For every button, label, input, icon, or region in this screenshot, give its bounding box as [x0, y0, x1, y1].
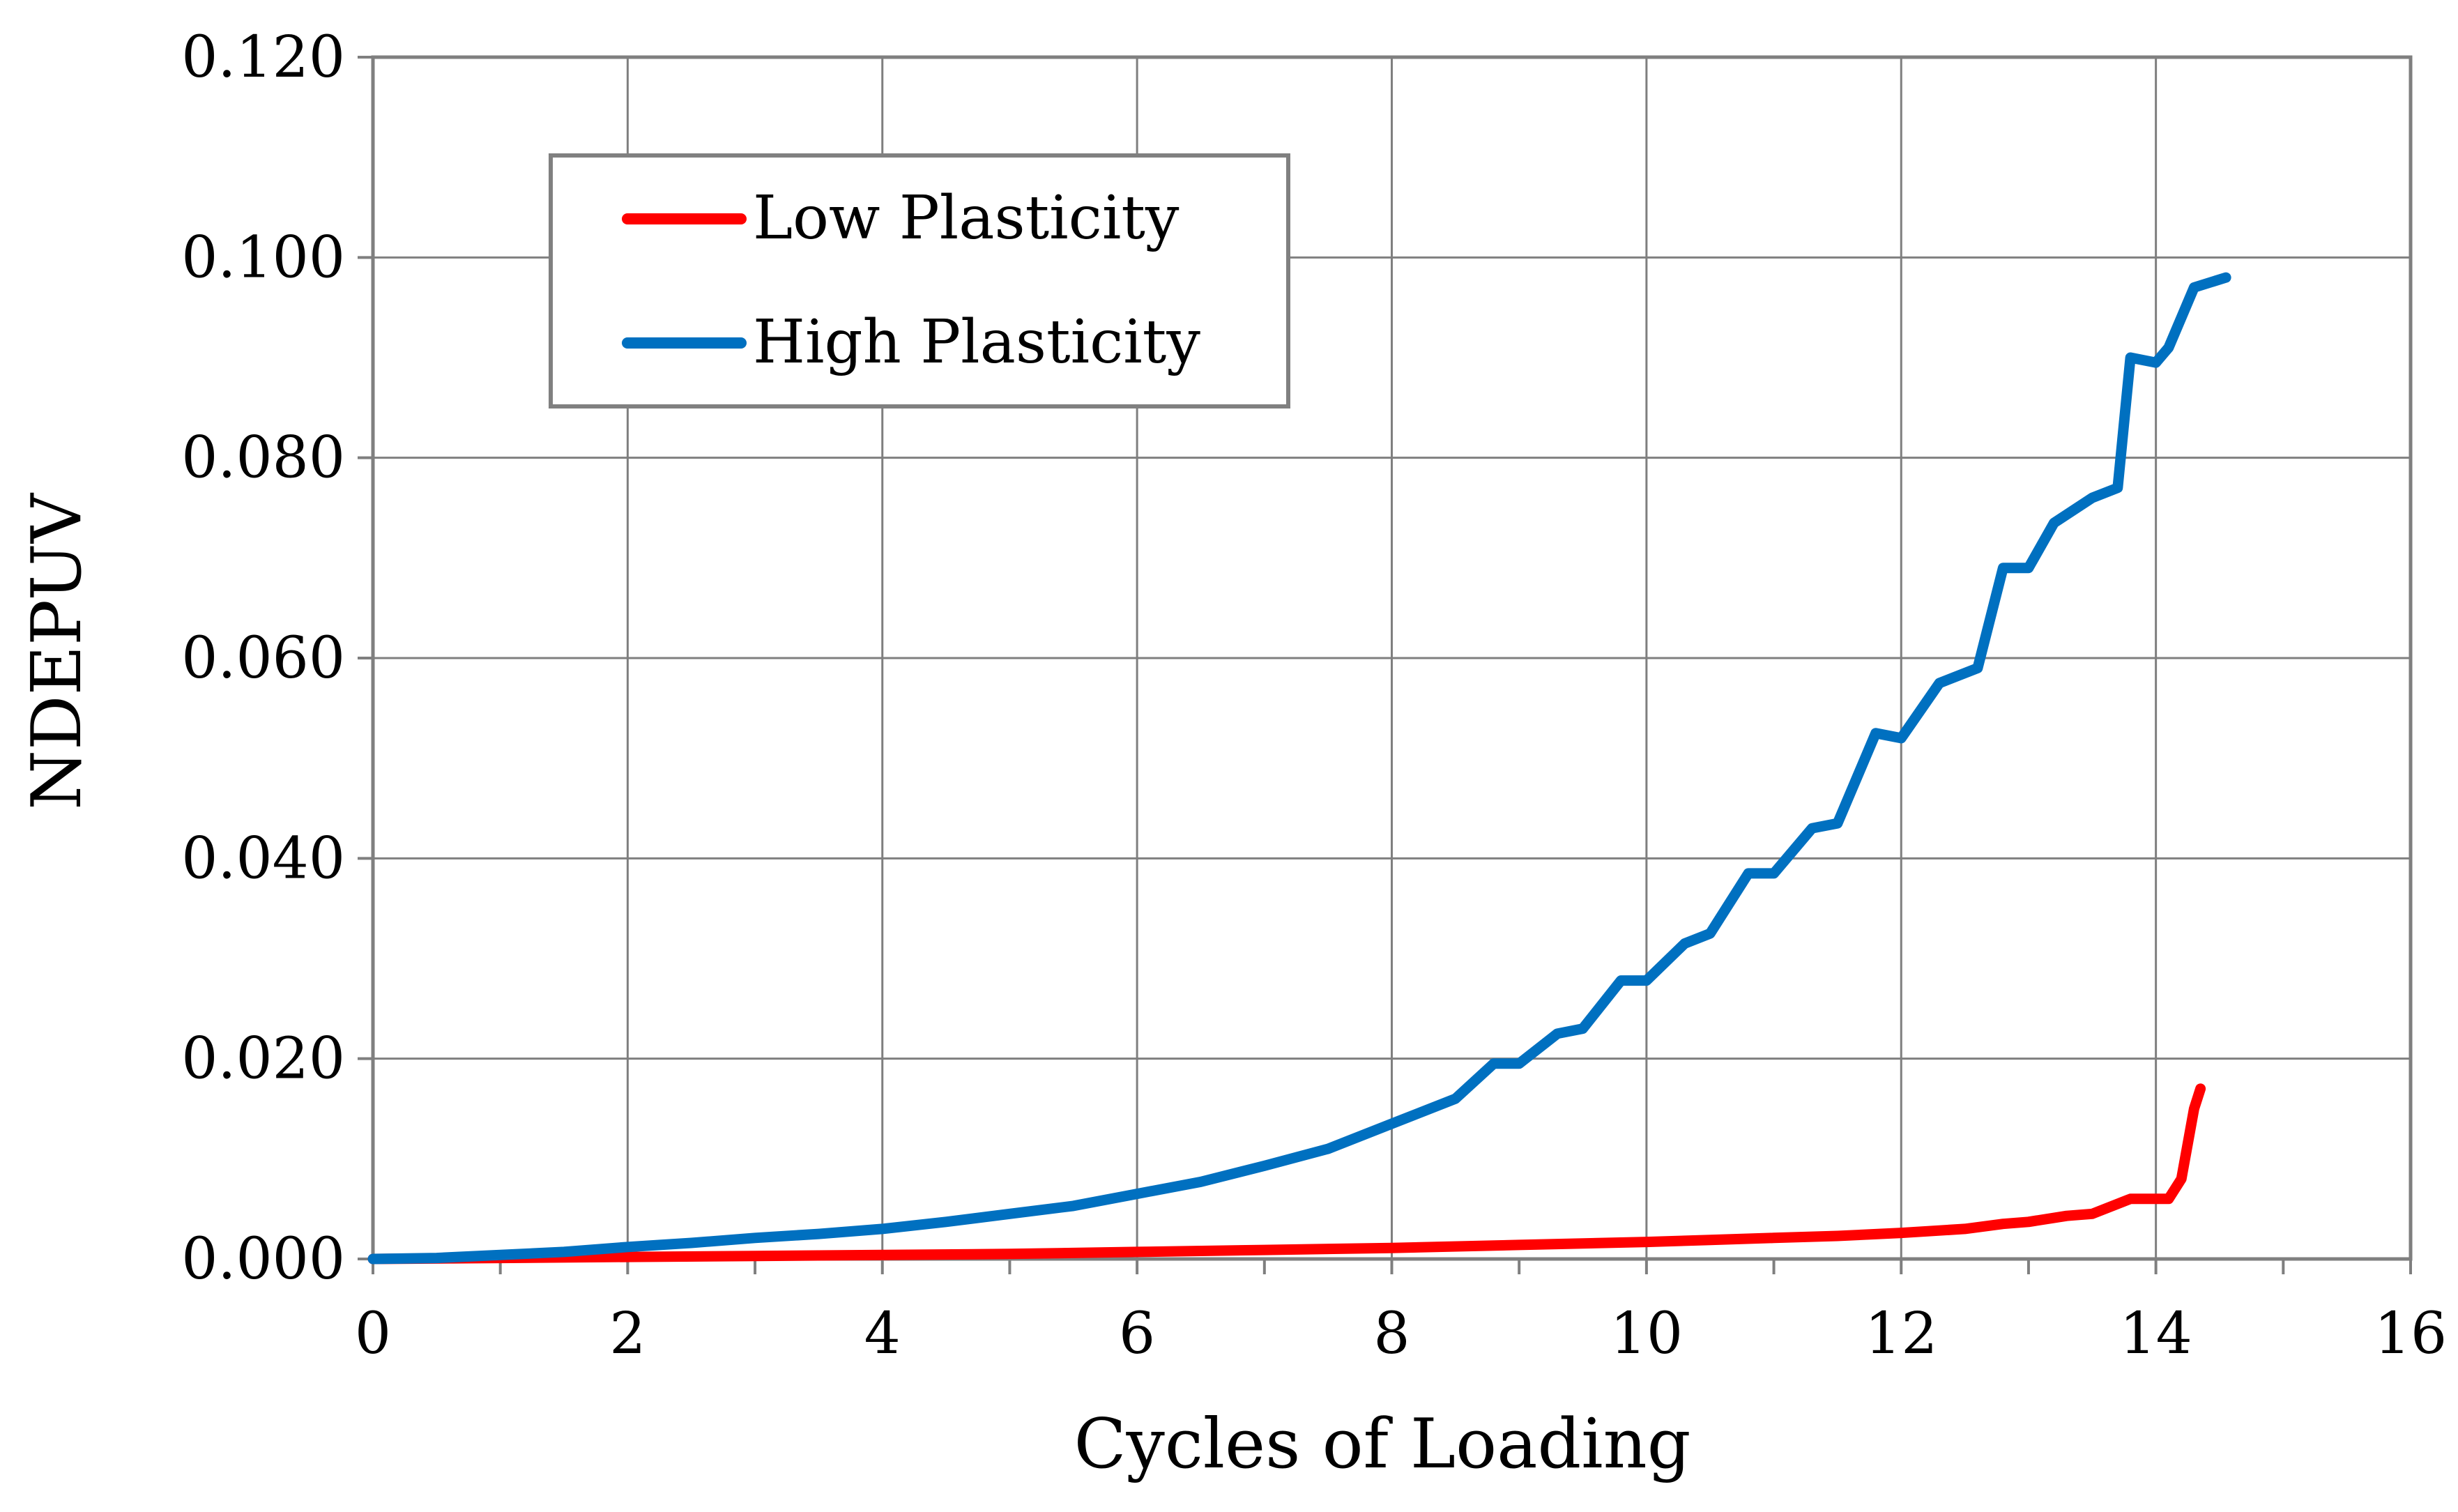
- y-tick-label: 0.080: [181, 425, 345, 491]
- y-axis-title: NDEPUV: [17, 492, 97, 810]
- x-tick-label: 4: [864, 1301, 901, 1367]
- x-tick-label: 12: [1865, 1301, 1937, 1367]
- y-tick-label: 0.040: [181, 825, 345, 892]
- y-tick-label: 0.020: [181, 1026, 345, 1092]
- series-line-high-plasticity: [367, 272, 2231, 1265]
- y-tick-label: 0.060: [181, 625, 345, 692]
- x-tick-label: 0: [355, 1301, 391, 1367]
- y-tick-label: 0.100: [181, 224, 345, 291]
- x-tick-label: 16: [2374, 1301, 2447, 1367]
- x-tick-label: 10: [1610, 1301, 1683, 1367]
- series-line-low-plasticity: [367, 1083, 2206, 1265]
- legend: Low Plasticity High Plasticity: [549, 153, 1290, 408]
- series-lines: [367, 272, 2231, 1265]
- axes: 0 2 4 6 8 10 12 14 16 0.000 0.020 0.040 0.060 0.080 0.…: [181, 24, 2447, 1367]
- legend-box: [549, 153, 1290, 408]
- plot-frame: [371, 55, 2413, 1261]
- legend-label-low-plasticity: Low Plasticity: [753, 183, 1180, 253]
- x-tick-label: 8: [1373, 1301, 1410, 1367]
- x-tick-label: 14: [2119, 1301, 2192, 1367]
- x-tick-label: 6: [1119, 1301, 1155, 1367]
- x-tick-label: 2: [609, 1301, 646, 1367]
- x-axis-title: Cycles of Loading: [1074, 1405, 1691, 1484]
- y-tick-label: 0.000: [181, 1226, 345, 1292]
- legend-label-high-plasticity: High Plasticity: [753, 307, 1200, 377]
- y-tick-label: 0.120: [181, 24, 345, 91]
